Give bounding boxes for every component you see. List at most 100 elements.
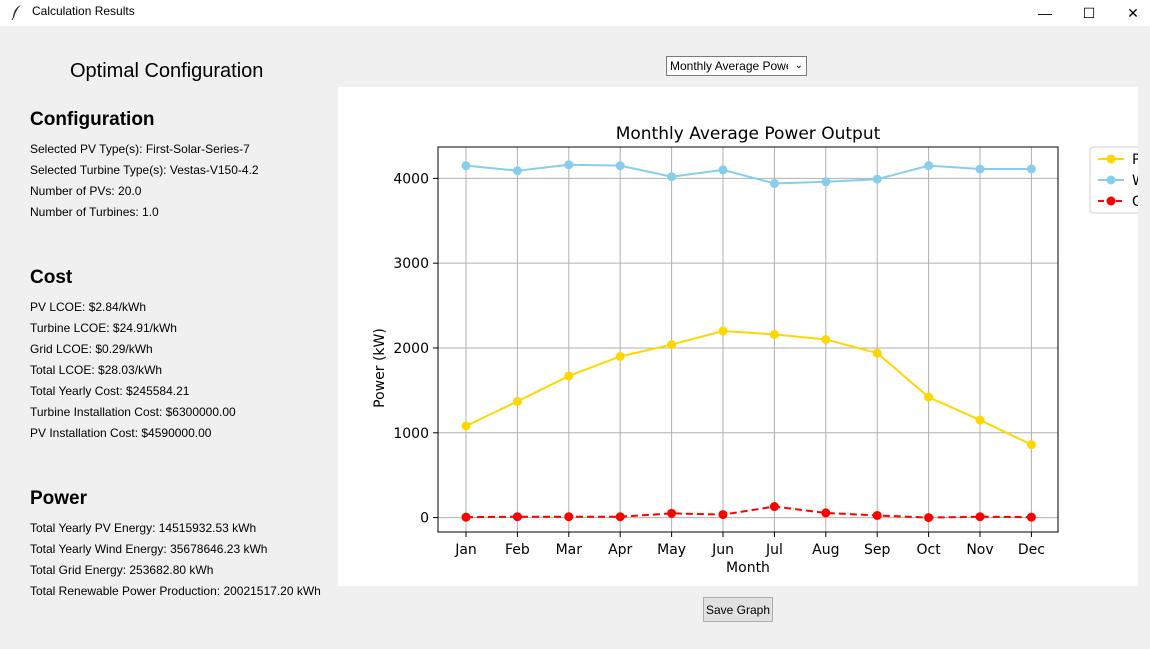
data-point xyxy=(461,512,471,522)
chart-panel: Jan Feb Mar Apr May Jun Jul Aug Sep Oct Nov Dec 0 100… xyxy=(338,87,1138,586)
cost-heading: Cost xyxy=(30,267,73,288)
y-tick-label: 4000 xyxy=(393,171,429,187)
data-point xyxy=(667,508,677,518)
data-point xyxy=(872,510,882,520)
x-tick-label: Nov xyxy=(966,542,993,558)
x-tick-label: Mar xyxy=(556,542,583,558)
data-point xyxy=(512,512,522,522)
power-line: Total Renewable Power Production: 200215… xyxy=(30,584,321,598)
x-tick-label: Feb xyxy=(505,542,530,558)
optimal-configuration-heading: Optimal Configuration xyxy=(70,60,264,82)
minimize-icon: — xyxy=(1038,5,1052,21)
grid-lines xyxy=(438,147,1058,532)
data-point xyxy=(461,161,471,171)
series-lines xyxy=(461,160,1036,523)
data-point xyxy=(1026,164,1036,174)
data-point xyxy=(821,508,831,518)
data-point xyxy=(1026,512,1036,522)
maximize-button[interactable]: ☐ xyxy=(1066,0,1112,26)
y-axis-label: Power (kW) xyxy=(372,328,388,408)
feather-icon xyxy=(11,5,21,20)
cost-line: Turbine LCOE: $24.91/kWh xyxy=(30,321,177,335)
maximize-icon: ☐ xyxy=(1082,4,1096,21)
data-point xyxy=(769,178,779,188)
data-point xyxy=(769,502,779,512)
title-bar: Calculation Results — ☐ ✕ xyxy=(0,0,1150,26)
data-point xyxy=(615,161,625,171)
data-point xyxy=(718,165,728,175)
data-point xyxy=(924,392,934,402)
config-line: Number of PVs: 20.0 xyxy=(30,184,142,198)
data-point xyxy=(872,174,882,184)
data-point xyxy=(667,340,677,350)
config-line: Selected PV Type(s): First-Solar-Series-… xyxy=(30,142,250,156)
x-tick-label: Jul xyxy=(765,542,783,558)
y-tick-label: 0 xyxy=(420,511,429,527)
x-tick-label: Oct xyxy=(916,542,941,558)
y-tick-label: 2000 xyxy=(393,341,429,357)
plot-frame xyxy=(437,146,1059,533)
data-point xyxy=(564,512,574,522)
x-tick-label: Jan xyxy=(454,542,477,558)
series-line xyxy=(465,163,1032,185)
cost-line: PV LCOE: $2.84/kWh xyxy=(30,300,147,314)
close-icon: ✕ xyxy=(1127,4,1139,21)
data-point xyxy=(615,512,625,522)
power-chart: Jan Feb Mar Apr May Jun Jul Aug Sep Oct Nov Dec 0 100… xyxy=(372,124,1138,576)
dropdown-selected-value: Monthly Average Power Output xyxy=(670,59,788,73)
cost-line: PV Installation Cost: $4590000.00 xyxy=(30,426,212,440)
series-line xyxy=(465,505,1032,519)
data-point xyxy=(512,396,522,406)
power-heading: Power xyxy=(30,488,88,509)
save-graph-button[interactable]: Save Graph xyxy=(703,597,773,622)
x-axis-label: Month xyxy=(726,560,770,576)
graph-type-dropdown[interactable]: Monthly Average Power Output ⌄ xyxy=(666,56,807,76)
window-title: Calculation Results xyxy=(32,4,135,18)
data-point xyxy=(924,513,934,523)
configuration-heading: Configuration xyxy=(30,109,155,130)
data-point xyxy=(975,415,985,425)
legend-marker xyxy=(1106,175,1116,185)
data-point xyxy=(872,348,882,358)
legend-marker xyxy=(1106,196,1116,206)
legend-marker xyxy=(1106,154,1116,164)
axes: Jan Feb Mar Apr May Jun Jul Aug Sep Oct Nov Dec 0 100… xyxy=(393,146,1059,558)
power-line: Total Yearly Wind Energy: 35678646.23 kW… xyxy=(30,542,268,556)
data-point xyxy=(667,172,677,182)
legend-label: W xyxy=(1132,173,1138,189)
data-point xyxy=(1026,440,1036,450)
power-line: Total Grid Energy: 253682.80 kWh xyxy=(30,563,214,577)
config-line: Selected Turbine Type(s): Vestas-V150-4.… xyxy=(30,163,259,177)
data-point xyxy=(461,421,471,431)
x-tick-label: Sep xyxy=(864,542,891,558)
data-point xyxy=(975,512,985,522)
close-button[interactable]: ✕ xyxy=(1110,0,1150,26)
chevron-down-icon: ⌄ xyxy=(794,60,803,71)
data-point xyxy=(975,164,985,174)
data-point xyxy=(564,160,574,170)
power-line: Total Yearly PV Energy: 14515932.53 kWh xyxy=(30,521,257,535)
data-point xyxy=(564,371,574,381)
x-tick-label: Dec xyxy=(1018,542,1045,558)
legend-label: G xyxy=(1132,194,1138,210)
data-point xyxy=(512,166,522,176)
x-tick-label: May xyxy=(657,542,686,558)
data-point xyxy=(924,161,934,171)
x-tick-label: Apr xyxy=(608,542,632,558)
minimize-button[interactable]: — xyxy=(1022,0,1068,26)
y-tick-label: 3000 xyxy=(393,256,429,272)
chart-legend: PWG xyxy=(1089,146,1138,214)
cost-line: Grid LCOE: $0.29/kWh xyxy=(30,342,153,356)
x-tick-label: Aug xyxy=(812,542,839,558)
data-point xyxy=(769,329,779,339)
data-point xyxy=(615,351,625,361)
data-point xyxy=(718,510,728,520)
y-tick-label: 1000 xyxy=(393,426,429,442)
cost-line: Total Yearly Cost: $245584.21 xyxy=(30,384,190,398)
data-point xyxy=(821,177,831,187)
chart-title: Monthly Average Power Output xyxy=(616,124,881,144)
data-point xyxy=(718,326,728,336)
config-line: Number of Turbines: 1.0 xyxy=(30,205,159,219)
legend-label: P xyxy=(1132,152,1138,168)
series-line xyxy=(465,330,1032,446)
